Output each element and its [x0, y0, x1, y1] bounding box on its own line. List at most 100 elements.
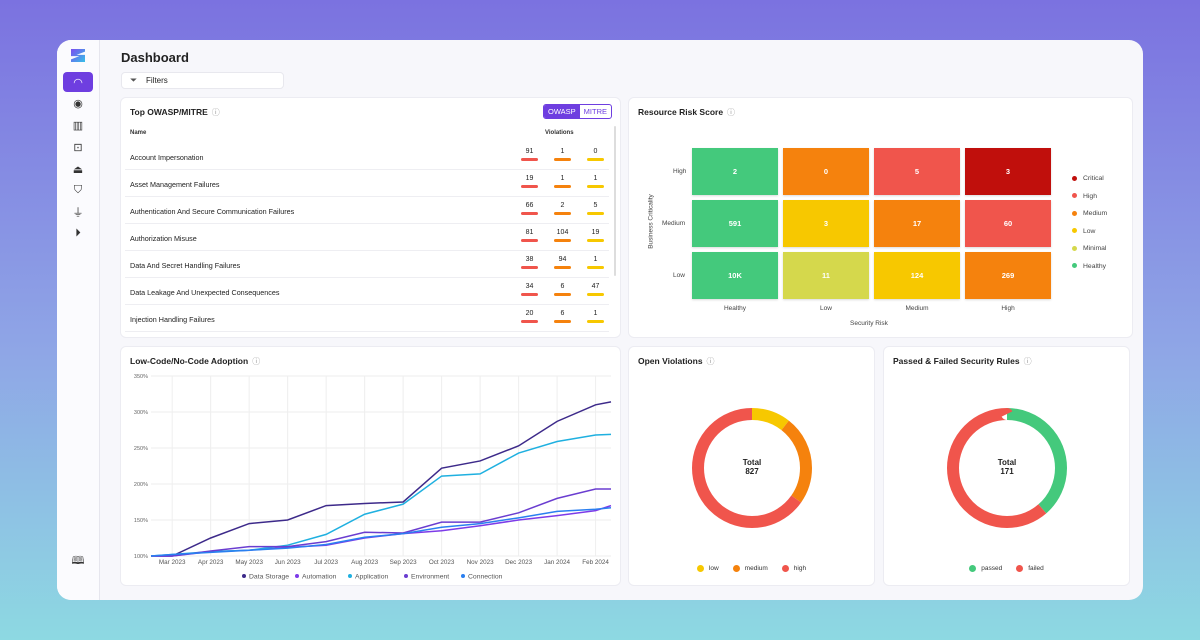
- legend-label[interactable]: Data Storage: [249, 574, 289, 581]
- legend-item[interactable]: passed: [969, 565, 1002, 572]
- nav-integrations[interactable]: ⏚: [63, 202, 93, 222]
- x-tick-label: Mar 2023: [159, 559, 186, 566]
- table-row[interactable]: Account Impersonation 91 1 0: [125, 143, 609, 170]
- y-tick-label: 250%: [134, 446, 148, 452]
- sidebar: ◠ ◉ ▥ ⊡ ⏏ ⛉ ⏚ ⏵ 🕮: [57, 40, 100, 600]
- y-tick-label: 100%: [134, 554, 148, 560]
- nav-dashboard[interactable]: ◠: [63, 72, 93, 92]
- y-axis-label: Business Criticality: [647, 194, 655, 249]
- legend-marker: [242, 574, 246, 578]
- legend-label: high: [793, 565, 807, 573]
- count-value: 66: [525, 202, 534, 209]
- nav-library[interactable]: ▥: [63, 115, 93, 135]
- count-value: 0: [593, 148, 598, 155]
- tab-owasp[interactable]: OWASP: [544, 105, 580, 118]
- nav-docs[interactable]: 🕮: [63, 551, 93, 571]
- table-row[interactable]: Data And Secret Handling Failures 38 94 1: [125, 251, 609, 278]
- legend-swatch: [969, 565, 977, 572]
- donut-slice-medium[interactable]: [692, 408, 812, 528]
- count-value: 94: [558, 256, 567, 263]
- plug-icon: ⏚: [72, 207, 84, 219]
- info-icon[interactable]: ⓘ: [706, 357, 715, 366]
- legend-item: Low: [1072, 228, 1095, 235]
- card-title: Open Violations: [638, 356, 703, 366]
- legend-label[interactable]: Connection: [468, 574, 503, 581]
- heatmap-cell[interactable]: 269: [965, 252, 1051, 299]
- heatmap-cell[interactable]: 124: [874, 252, 960, 299]
- nav-access[interactable]: ⊡: [63, 137, 93, 157]
- heatmap-cell[interactable]: 10K: [692, 252, 778, 299]
- legend-label: High: [1083, 192, 1097, 200]
- severity-bar: [554, 293, 571, 296]
- table-row[interactable]: Injection Handling Failures 20 6 1: [125, 305, 609, 332]
- scrollbar[interactable]: [614, 126, 616, 276]
- y-tick-label: 350%: [134, 374, 148, 380]
- violation-count: 91: [521, 148, 538, 161]
- severity-bar: [587, 212, 604, 215]
- legend-label[interactable]: Application: [355, 574, 388, 581]
- row-label: High: [673, 168, 687, 175]
- legend-marker: [348, 574, 352, 578]
- series-line-application[interactable]: [150, 433, 612, 557]
- table-row[interactable]: Authorization Misuse 81 104 19: [125, 224, 609, 251]
- legend-item: Healthy: [1072, 263, 1106, 270]
- heatmap-cell[interactable]: 17: [874, 200, 960, 247]
- lock-icon: ⊡: [73, 141, 83, 154]
- x-tick-label: Jan 2024: [544, 559, 570, 566]
- total-value: 827: [745, 467, 759, 476]
- info-icon[interactable]: ⓘ: [727, 108, 736, 117]
- table-row[interactable]: Data Leakage And Unexpected Consequences…: [125, 278, 609, 305]
- series-line-data-storage[interactable]: [151, 401, 612, 557]
- heatmap-cell[interactable]: 11: [783, 252, 869, 299]
- count-value: 81: [525, 229, 534, 236]
- count-value: 6: [560, 283, 565, 290]
- count-value: 2: [560, 202, 565, 209]
- nav-playbooks[interactable]: ⏵: [63, 223, 93, 243]
- y-tick-label: 300%: [134, 410, 148, 416]
- row-name: Asset Management Failures: [130, 180, 220, 189]
- card-title: Top OWASP/MITRE: [130, 107, 208, 117]
- nav-inbox[interactable]: ⏏: [63, 159, 93, 179]
- legend-item[interactable]: low: [696, 565, 719, 572]
- heatmap-cell[interactable]: 60: [965, 200, 1051, 247]
- series-line-connection[interactable]: [150, 507, 612, 557]
- legend-item[interactable]: failed: [1016, 565, 1044, 572]
- nav-security[interactable]: ⛉: [63, 180, 93, 200]
- info-icon[interactable]: ⓘ: [1023, 357, 1032, 366]
- legend-item[interactable]: high: [781, 565, 807, 573]
- nav-visibility[interactable]: ◉: [63, 93, 93, 113]
- legend-label: Critical: [1083, 175, 1104, 182]
- col-label: Medium: [905, 305, 929, 312]
- legend-label[interactable]: Environment: [411, 574, 449, 581]
- tab-mitre[interactable]: MITRE: [583, 107, 607, 116]
- legend-label[interactable]: Automation: [302, 574, 337, 581]
- violation-count: 47: [587, 283, 604, 296]
- heatmap-cell[interactable]: 3: [965, 148, 1051, 195]
- series-line-environment[interactable]: [151, 488, 611, 557]
- info-icon[interactable]: ⓘ: [252, 357, 261, 366]
- count-value: 34: [525, 283, 534, 290]
- total-label: Total: [742, 458, 762, 467]
- x-tick-label: Dec 2023: [505, 559, 532, 566]
- filters-button[interactable]: ⏷ Filters: [121, 72, 284, 89]
- heatmap-cell[interactable]: 3: [783, 200, 869, 247]
- heatmap-cell[interactable]: 2: [692, 148, 778, 195]
- violation-count: 1: [554, 175, 571, 188]
- severity-bar: [554, 266, 571, 269]
- table-row[interactable]: Asset Management Failures 19 1 1: [125, 170, 609, 197]
- row-name: Account Impersonation: [130, 153, 204, 162]
- heatmap-cell[interactable]: 5: [874, 148, 960, 195]
- total-value: 171: [1000, 467, 1014, 476]
- legend-item[interactable]: medium: [732, 565, 768, 572]
- heatmap-cell[interactable]: 0: [783, 148, 869, 195]
- table-row[interactable]: Authentication And Secure Communication …: [125, 197, 609, 224]
- violation-count: 0: [587, 148, 604, 161]
- donut-slice-failed[interactable]: [947, 408, 1067, 528]
- legend-label: Low: [1083, 227, 1096, 235]
- violation-count: 104: [554, 229, 571, 242]
- info-icon[interactable]: ⓘ: [211, 108, 220, 117]
- heatmap-cell[interactable]: 591: [692, 200, 778, 247]
- donut-slice-high[interactable]: [692, 408, 812, 528]
- x-tick-label: Sep 2023: [390, 559, 417, 566]
- severity-bar: [554, 320, 571, 323]
